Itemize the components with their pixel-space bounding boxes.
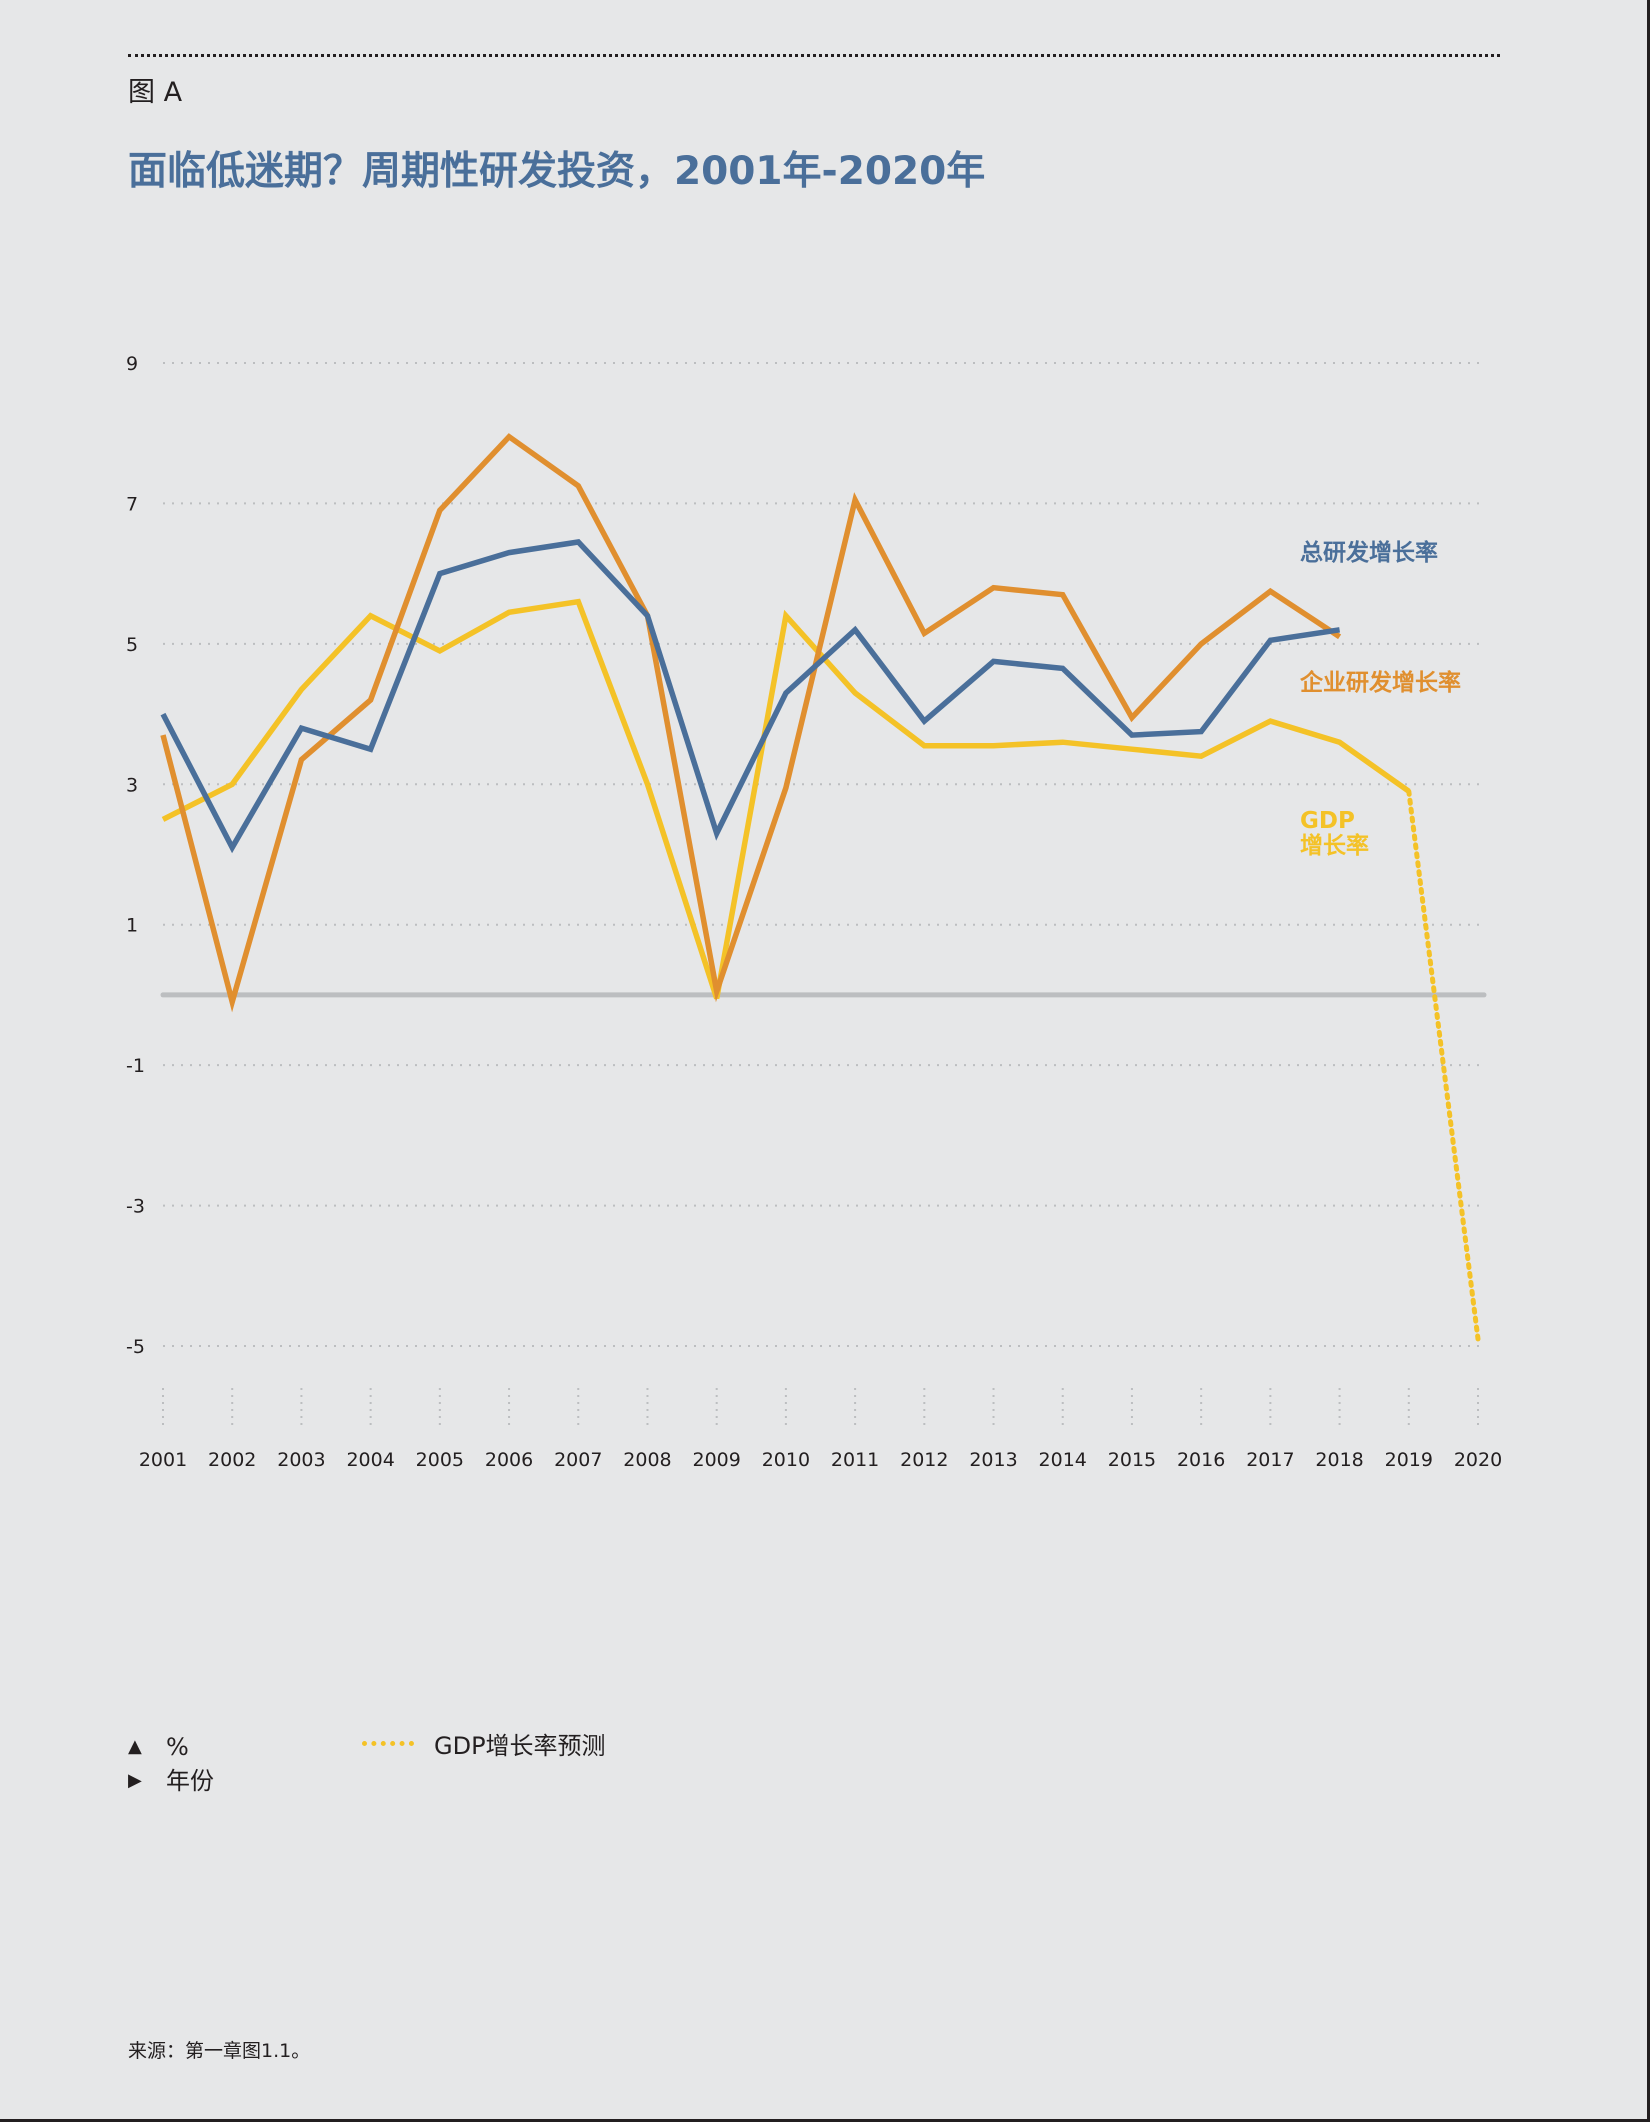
x-tick-label: 2010 (762, 1449, 810, 1471)
x-tick-label: 2011 (831, 1449, 879, 1471)
y-tick-label: -3 (126, 1196, 145, 1218)
axis-legend: ▲ % ▶ 年份 (128, 1730, 214, 1798)
x-tick-label: 2004 (346, 1449, 394, 1471)
x-tick-label: 2019 (1385, 1449, 1433, 1471)
series-label: 总研发增长率 (1300, 539, 1438, 566)
x-axis-unit-label: 年份 (166, 1767, 214, 1795)
x-tick-label: 2015 (1108, 1449, 1156, 1471)
series-line-1 (160, 433, 1342, 1013)
top-dotted-rule (128, 54, 1500, 57)
y-tick-label: 1 (126, 915, 138, 937)
y-axis-unit-label: % (166, 1733, 189, 1761)
series-label: GDP (1300, 808, 1355, 834)
x-tick-label: 2001 (139, 1449, 187, 1471)
x-tick-label: 2007 (554, 1449, 602, 1471)
x-tick-label: 2012 (900, 1449, 948, 1471)
triangle-up-icon: ▲ (128, 1736, 142, 1757)
x-tick-label: 2008 (623, 1449, 671, 1471)
y-tick-label: 3 (126, 774, 138, 796)
forecast-legend-label: GDP增长率预测 (434, 1732, 606, 1760)
y-tick-label: 5 (126, 634, 138, 656)
x-tick-label: 2018 (1315, 1449, 1363, 1471)
x-tick-label: 2005 (416, 1449, 464, 1471)
x-tick-label: 2020 (1454, 1449, 1502, 1471)
x-tick-label: 2006 (485, 1449, 533, 1471)
page-border-bottom (0, 2119, 1650, 2122)
x-tick-label: 2003 (277, 1449, 325, 1471)
dotted-line-icon (362, 1741, 414, 1746)
x-tick-label: 2002 (208, 1449, 256, 1471)
x-tick-label: 2016 (1177, 1449, 1225, 1471)
triangle-right-icon: ▶ (128, 1770, 142, 1791)
chart-title: 面临低迷期？周期性研发投资，2001年-2020年 (128, 149, 986, 194)
series-label: 增长率 (1300, 832, 1369, 859)
x-tick-label: 2014 (1039, 1449, 1087, 1471)
y-tick-label: -5 (126, 1336, 145, 1358)
series-line-2 (161, 598, 1411, 1000)
forecast-legend: GDP增长率预测 (362, 1726, 606, 1761)
page-border-right (1647, 0, 1650, 2122)
x-tick-label: 2009 (693, 1449, 741, 1471)
source-note: 来源：第一章图1.1。 (128, 2040, 311, 2062)
y-tick-label: 7 (126, 493, 138, 515)
series-label: 企业研发增长率 (1299, 669, 1461, 696)
x-tick-label: 2013 (969, 1449, 1017, 1471)
forecast-line (1406, 788, 1481, 1342)
x-tick-label: 2017 (1246, 1449, 1294, 1471)
line-chart: 9 7 5 3 1 -1 -3 -5 2001 2002 2003 2004 2005 2006 2007 2… (126, 353, 1502, 1471)
y-tick-label: 9 (126, 353, 138, 375)
figure-label: 图 A (128, 77, 183, 108)
series-line-0 (160, 539, 1341, 854)
y-tick-label: -1 (126, 1055, 145, 1077)
